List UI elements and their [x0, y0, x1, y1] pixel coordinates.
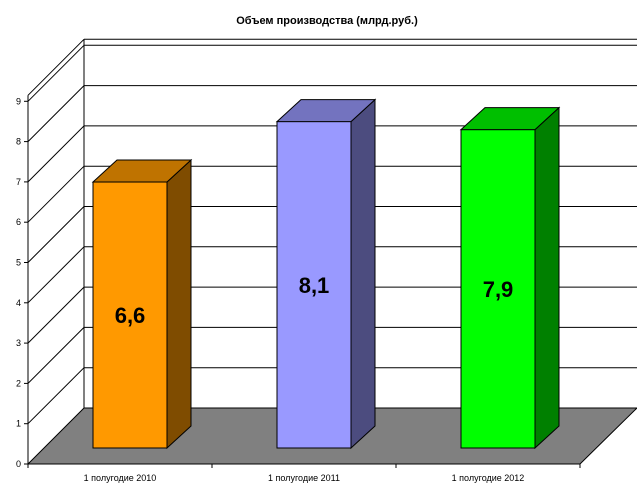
gridline-diagonal — [27, 327, 85, 384]
chart-title: Объем производства (млрд.руб.) — [236, 15, 418, 27]
bar-group: 7,9 — [459, 106, 561, 450]
value-tick-label: 6 — [16, 217, 21, 227]
gridline-diagonal — [27, 246, 85, 304]
gridline-diagonal — [27, 125, 85, 183]
value-tick-label: 2 — [16, 378, 21, 388]
value-tick-label: 8 — [16, 137, 21, 147]
value-tick-label: 4 — [16, 298, 21, 308]
gridline-diagonal — [27, 286, 85, 344]
bar-top — [459, 107, 561, 131]
value-tick-label: 9 — [16, 96, 21, 106]
wall-top-edge — [27, 38, 85, 96]
category-label: 1 полугодие 2011 — [268, 473, 340, 483]
gridline-diagonal — [27, 165, 85, 223]
category-label: 1 полугодие 2010 — [84, 473, 157, 483]
bar-side — [166, 158, 192, 450]
value-tick-label: 1 — [16, 419, 21, 429]
data-label: 7,9 — [483, 277, 514, 302]
data-label: 6,6 — [115, 303, 146, 328]
bar-top — [91, 159, 193, 183]
bar-side — [534, 106, 560, 450]
bar-group: 6,6 — [91, 158, 193, 450]
value-tick-label: 7 — [16, 177, 21, 187]
bar-top — [275, 99, 377, 123]
bar — [460, 129, 536, 449]
gridline-diagonal — [27, 367, 85, 425]
category-axis: 1 полугодие 2010 1 полугодие 2011 1 полуго… — [27, 463, 581, 483]
data-label: 8,1 — [299, 273, 330, 298]
bar-side — [350, 98, 376, 450]
bars: 6,6 8,1 7,9 — [91, 98, 561, 450]
category-label: 1 полугодие 2012 — [452, 473, 525, 483]
gridline-diagonal — [27, 44, 85, 102]
value-axis: 0 1 2 3 4 5 6 7 8 9 — [16, 95, 29, 469]
gridline-diagonal — [27, 206, 85, 263]
value-tick-label: 5 — [16, 258, 21, 268]
bar-group: 8,1 — [275, 98, 377, 450]
value-tick-label: 3 — [16, 338, 21, 348]
value-tick-label: 0 — [16, 459, 21, 469]
gridline-diagonal — [27, 85, 85, 142]
